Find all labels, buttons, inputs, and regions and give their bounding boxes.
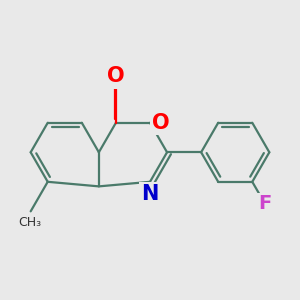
Text: O: O xyxy=(152,113,170,133)
Text: N: N xyxy=(141,184,159,204)
Text: CH₃: CH₃ xyxy=(19,216,42,229)
Text: F: F xyxy=(258,194,272,214)
Text: O: O xyxy=(107,67,125,86)
